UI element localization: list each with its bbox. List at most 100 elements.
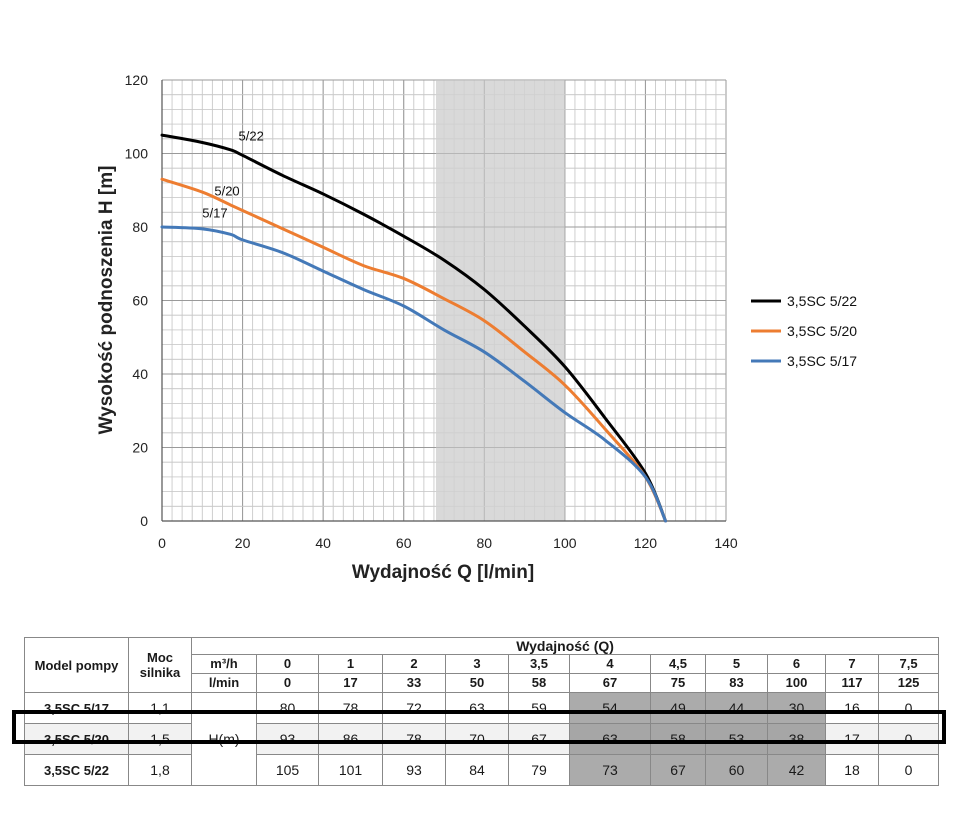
head-value-cell: 63	[445, 692, 509, 724]
flow-m3h-cell: 4,5	[650, 654, 706, 674]
unit-m3h-label: m³/h	[191, 654, 257, 674]
series-line	[160, 133, 668, 523]
flow-m3h-cell: 7,5	[877, 654, 940, 674]
table-row-power: 1,5	[128, 723, 192, 755]
head-value-cell: 0	[877, 692, 940, 724]
flow-m3h-cell: 4	[569, 654, 651, 674]
y-tick-label: 80	[132, 219, 148, 235]
head-value-cell: 70	[445, 723, 509, 755]
x-tick-label: 40	[315, 535, 331, 551]
x-tick-label: 80	[476, 535, 492, 551]
table-row-power: 1,1	[128, 692, 192, 724]
head-value-cell: 17	[825, 723, 879, 755]
flow-m3h-cell: 1	[318, 654, 383, 674]
flow-lmin-cell: 17	[318, 673, 383, 693]
unit-lmin-label: l/min	[191, 673, 257, 693]
flow-lmin-cell: 0	[256, 673, 319, 693]
head-value-cell: 58	[650, 723, 706, 755]
head-value-cell: 0	[877, 754, 940, 786]
chart-legend: 3,5SC 5/22 3,5SC 5/20 3,5SC 5/17	[751, 293, 857, 369]
flow-m3h-cell: 6	[767, 654, 826, 674]
head-value-cell: 53	[705, 723, 768, 755]
flow-lmin-cell: 117	[825, 673, 879, 693]
x-tick-label: 60	[396, 535, 412, 551]
table-row-power: 1,8	[128, 754, 192, 786]
head-value-cell: 59	[508, 692, 570, 724]
y-tick-label: 100	[125, 146, 149, 162]
flow-m3h-cell: 3,5	[508, 654, 570, 674]
y-axis-title: Wysokość podnoszenia H [m]	[96, 166, 117, 435]
flow-lmin-cell: 50	[445, 673, 509, 693]
legend-label: 3,5SC 5/17	[787, 353, 857, 369]
head-value-cell: 16	[825, 692, 879, 724]
head-value-cell: 38	[767, 723, 826, 755]
head-value-cell: 86	[318, 723, 383, 755]
curve-label: 5/22	[239, 128, 264, 143]
curve-label: 5/20	[214, 184, 239, 199]
head-value-cell: 93	[256, 723, 319, 755]
head-value-cell: 63	[569, 723, 651, 755]
chart-series	[160, 133, 668, 523]
flow-m3h-cell: 7	[825, 654, 879, 674]
head-value-cell: 18	[825, 754, 879, 786]
head-value-cell: 101	[318, 754, 383, 786]
head-value-cell: 80	[256, 692, 319, 724]
series-line	[160, 225, 668, 523]
head-value-cell: 79	[508, 754, 570, 786]
x-tick-label: 120	[634, 535, 658, 551]
chart-axes: 0 20 40 60 80 100 120 140 0 20 40 60 80 100 120	[125, 72, 738, 551]
flow-lmin-cell: 33	[382, 673, 446, 693]
head-value-cell: 60	[705, 754, 768, 786]
head-value-cell: 49	[650, 692, 706, 724]
legend-label: 3,5SC 5/20	[787, 323, 857, 339]
head-value-cell: 78	[382, 723, 446, 755]
series-line	[160, 177, 668, 523]
chart-grid-overlay	[161, 79, 727, 522]
x-axis-title: Wydajność Q [l/min]	[352, 562, 534, 583]
head-value-cell: 67	[650, 754, 706, 786]
table-row-model: 3,5SC 5/20	[24, 723, 129, 755]
head-value-cell: 73	[569, 754, 651, 786]
y-tick-label: 60	[132, 293, 148, 309]
flow-lmin-cell: 67	[569, 673, 651, 693]
head-value-cell: 0	[877, 723, 940, 755]
table-row-model: 3,5SC 5/17	[24, 692, 129, 724]
head-value-cell: 30	[767, 692, 826, 724]
y-tick-label: 40	[132, 366, 148, 382]
x-tick-label: 100	[553, 535, 577, 551]
head-value-cell: 105	[256, 754, 319, 786]
flow-m3h-cell: 5	[705, 654, 768, 674]
header-flow: Wydajność (Q)	[190, 637, 940, 655]
y-tick-label: 20	[132, 440, 148, 456]
x-tick-label: 140	[714, 535, 738, 551]
flow-lmin-cell: 75	[650, 673, 706, 693]
table-row-model: 3,5SC 5/22	[24, 754, 129, 786]
head-value-cell: 78	[318, 692, 383, 724]
head-value-cell: 72	[382, 692, 446, 724]
head-value-cell: 67	[508, 723, 570, 755]
header-power: Moc silnika	[128, 637, 192, 693]
curve-label: 5/17	[202, 206, 227, 221]
flow-lmin-cell: 100	[767, 673, 826, 693]
legend-label: 3,5SC 5/22	[787, 293, 857, 309]
flow-m3h-cell: 2	[382, 654, 446, 674]
flow-m3h-cell: 3	[445, 654, 509, 674]
flow-lmin-cell: 58	[508, 673, 570, 693]
x-tick-label: 0	[158, 535, 166, 551]
performance-table: Model pompy Moc silnika Wydajność (Q) m³…	[24, 637, 940, 786]
y-tick-label: 0	[140, 513, 148, 529]
chart-curve-labels: 5/22 5/20 5/17	[202, 128, 264, 220]
head-value-cell: 84	[445, 754, 509, 786]
y-tick-label: 120	[125, 72, 149, 88]
header-model: Model pompy	[24, 637, 129, 693]
x-tick-label: 20	[235, 535, 251, 551]
head-value-cell: 93	[382, 754, 446, 786]
head-value-cell: 54	[569, 692, 651, 724]
flow-lmin-cell: 125	[877, 673, 940, 693]
h-unit-label: H(m)	[191, 692, 257, 786]
flow-lmin-cell: 83	[705, 673, 768, 693]
head-value-cell: 44	[705, 692, 768, 724]
head-value-cell: 42	[767, 754, 826, 786]
flow-m3h-cell: 0	[256, 654, 319, 674]
